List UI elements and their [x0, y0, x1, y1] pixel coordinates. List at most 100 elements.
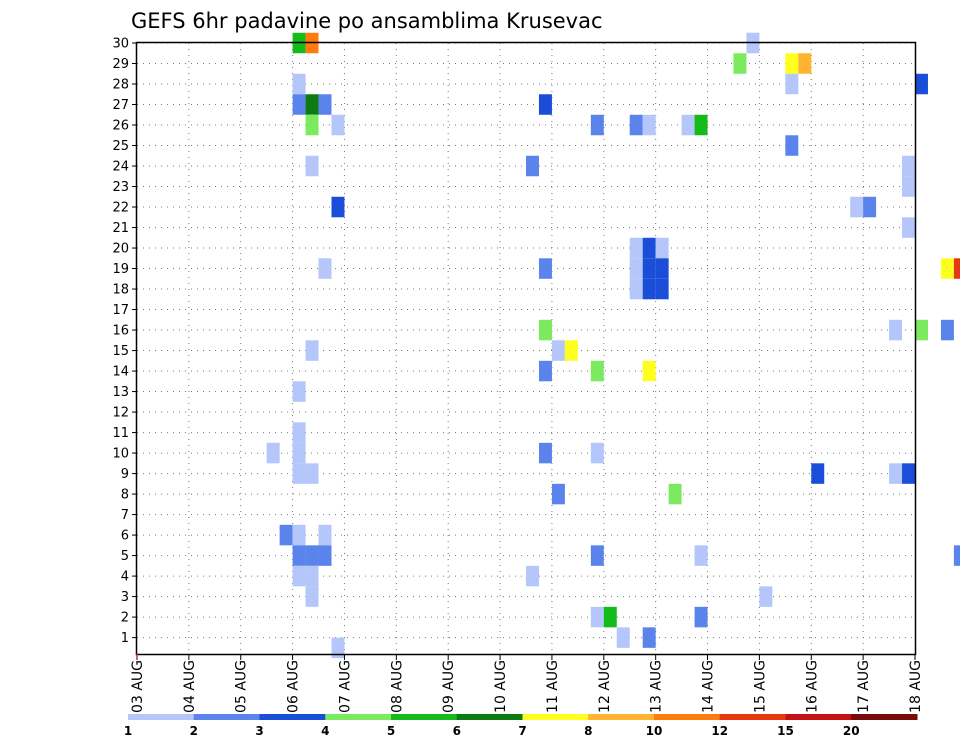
colorbar-label: 10	[646, 724, 663, 738]
y-tick-label: 22	[112, 201, 129, 216]
colorbar-label: 3	[255, 724, 263, 738]
precip-cell	[305, 340, 319, 361]
precip-cell	[305, 114, 319, 136]
colorbar-label: 5	[387, 724, 395, 738]
precip-cell	[953, 258, 960, 279]
precip-cell	[902, 155, 915, 177]
precip-cell	[902, 463, 915, 484]
x-tick-label: 14 AUG	[701, 660, 717, 713]
precip-cell	[590, 360, 604, 382]
x-tick-label: 08 AUG	[389, 660, 405, 713]
y-tick-label: 17	[112, 303, 129, 318]
x-tick-label: 17 AUG	[856, 660, 872, 713]
precip-cell	[694, 606, 708, 628]
y-tick-label: 15	[112, 344, 129, 359]
precip-cell	[940, 258, 954, 279]
precip-cell	[305, 565, 319, 587]
x-axis: 03 AUG 04 AUG 05 AUG 06 AUG 07 AUG 08 AUG 09 A…	[130, 654, 924, 713]
precip-cell	[305, 545, 319, 566]
y-axis: 1234567891011121314151617181920212223242…	[112, 37, 137, 646]
x-tick-label: 10 AUG	[493, 660, 509, 713]
y-tick-label: 13	[112, 385, 129, 400]
y-tick-label: 18	[112, 283, 129, 298]
precip-cell	[526, 565, 539, 587]
chart-title: GEFS 6hr padavine po ansamblima Krusevac	[131, 9, 603, 33]
precip-cell	[629, 114, 643, 136]
precip-cell	[655, 278, 669, 300]
precip-cell	[292, 442, 306, 464]
precip-cell	[318, 545, 332, 566]
colorbar-swatch	[719, 714, 786, 720]
colorbar-label: 15	[777, 724, 794, 738]
y-tick-label: 26	[112, 119, 129, 134]
y-tick-label: 4	[121, 570, 129, 585]
colorbar-swatch	[522, 714, 589, 720]
precip-cell	[902, 217, 915, 238]
y-tick-label: 6	[121, 529, 129, 544]
precip-cell	[915, 73, 928, 95]
x-tick-label: 05 AUG	[234, 660, 250, 713]
precip-cell	[292, 73, 306, 95]
precip-cell	[694, 114, 708, 136]
precip-cell	[655, 237, 669, 259]
y-tick-label: 21	[112, 221, 129, 236]
precip-cell	[940, 319, 954, 341]
precip-cell	[279, 524, 293, 546]
precip-cell	[953, 545, 960, 566]
precip-cell	[590, 545, 604, 566]
y-tick-label: 9	[121, 467, 129, 482]
precip-cell	[538, 258, 552, 279]
colorbar-swatch	[391, 714, 458, 720]
precip-cell	[551, 340, 565, 361]
x-tick-label: 09 AUG	[441, 660, 457, 713]
precip-cell	[538, 442, 552, 464]
colorbar: 1 2 3 4 5 6 7 8 10 12 15 20	[124, 714, 918, 738]
precip-cell	[785, 135, 799, 156]
precip-cell	[642, 360, 656, 382]
precip-cell	[292, 545, 306, 566]
precip-cell	[655, 258, 669, 279]
colorbar-label: 6	[453, 724, 461, 738]
x-tick-label: 13 AUG	[649, 660, 665, 713]
y-tick-label: 28	[112, 78, 129, 93]
grid	[137, 42, 915, 654]
precip-cell	[629, 237, 643, 259]
x-tick-label: 15 AUG	[752, 660, 768, 713]
precip-cell	[331, 196, 345, 218]
precip-cell	[266, 442, 280, 464]
colorbar-swatch	[851, 714, 918, 720]
colorbar-swatch	[588, 714, 655, 720]
y-tick-label: 19	[112, 262, 129, 277]
y-tick-label: 23	[112, 180, 129, 195]
precip-cell	[590, 606, 604, 628]
y-tick-label: 25	[112, 139, 129, 154]
colorbar-label: 2	[190, 724, 198, 738]
precip-cell	[292, 422, 306, 443]
precip-cell	[785, 73, 799, 95]
y-tick-label: 14	[112, 365, 129, 380]
colorbar-swatch	[193, 714, 260, 720]
precip-cell	[785, 53, 799, 74]
x-tick-label: 12 AUG	[597, 660, 613, 713]
y-tick-label: 5	[121, 549, 129, 564]
x-tick-label: 18 AUG	[908, 660, 924, 713]
precip-cell	[305, 586, 319, 607]
y-tick-label: 2	[121, 611, 129, 626]
y-tick-label: 24	[112, 160, 129, 175]
x-tick-label: 06 AUG	[286, 660, 302, 713]
precip-cell	[889, 463, 903, 484]
precip-cell	[642, 278, 656, 300]
colorbar-label: 1	[124, 724, 132, 738]
precip-cell	[551, 483, 565, 505]
y-tick-label: 27	[112, 98, 129, 113]
y-tick-label: 7	[121, 508, 129, 523]
precip-cell	[292, 463, 306, 484]
precip-cell	[694, 545, 708, 566]
colorbar-label: 20	[843, 724, 860, 738]
colorbar-swatch	[456, 714, 523, 720]
precip-cell	[564, 340, 578, 361]
y-tick-label: 16	[112, 324, 129, 339]
x-tick-label: 04 AUG	[182, 660, 198, 713]
precip-cell	[863, 196, 877, 218]
